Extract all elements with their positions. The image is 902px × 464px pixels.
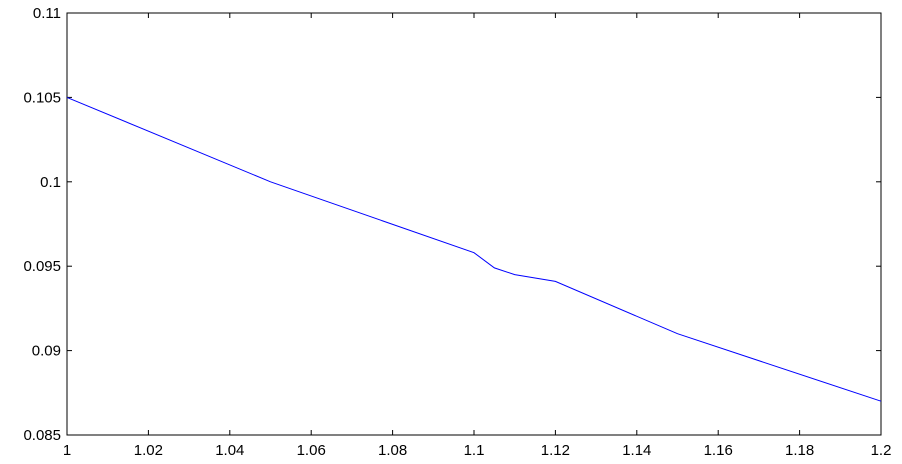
x-tick-label: 1.04 (215, 442, 244, 459)
series-layer (66, 96, 882, 402)
x-axis-ticks (66, 13, 882, 435)
x-tick-label: 1.06 (297, 442, 326, 459)
y-tick-label: 0.085 (23, 427, 61, 444)
x-tick-label: 1.02 (134, 442, 163, 459)
x-axis-tick-labels: 1 1.02 1.04 1.06 1.08 1.1 1.12 1.14 1.16 1.18 1.2 (63, 442, 892, 459)
series-line (66, 96, 882, 402)
y-axis-tick-labels: 0.085 0.09 0.095 0.1 0.105 0.11 (23, 5, 61, 444)
x-tick-label: 1.2 (871, 442, 892, 459)
y-tick-label: 0.1 (40, 174, 61, 191)
y-tick-label: 0.09 (32, 343, 61, 360)
y-tick-label: 0.095 (23, 258, 61, 275)
plot-area (66, 12, 882, 436)
x-tick-label: 1.18 (785, 442, 814, 459)
x-tick-label: 1.14 (622, 442, 651, 459)
x-tick-label: 1.12 (541, 442, 570, 459)
x-tick-label: 1 (63, 442, 71, 459)
x-tick-label: 1.08 (378, 442, 407, 459)
x-tick-label: 1.16 (704, 442, 733, 459)
x-tick-label: 1.1 (464, 442, 485, 459)
y-tick-label: 0.105 (23, 89, 61, 106)
y-tick-label: 0.11 (33, 5, 61, 22)
